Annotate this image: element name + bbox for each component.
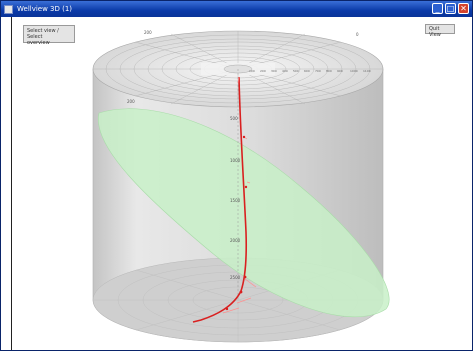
3d-viewport[interactable]: 200 0 200 500 1000 1500 2000 2500 100 20… [1, 17, 472, 350]
well-markers [225, 135, 248, 311]
svg-text:600: 600 [304, 69, 310, 73]
depth-label-4: 2000 [230, 238, 241, 243]
cylinder-scene[interactable]: 200 0 200 500 1000 1500 2000 2500 100 20… [1, 17, 472, 350]
svg-text:1100: 1100 [363, 69, 371, 73]
svg-text:800: 800 [326, 69, 332, 73]
window-controls: _ □ ✕ [432, 3, 469, 14]
svg-text:200: 200 [260, 69, 266, 73]
select-view-button[interactable]: Select view / Select overview [23, 25, 75, 46]
quit-view-button[interactable]: Quit View [425, 24, 455, 38]
side-label: 200 [127, 99, 135, 104]
svg-text:700: 700 [315, 69, 321, 73]
svg-text:1000: 1000 [350, 69, 358, 73]
viewport-left-border [11, 17, 12, 350]
target-plane [98, 108, 390, 318]
maximize-icon[interactable]: □ [445, 3, 456, 14]
depth-label-5: 2500 [230, 275, 241, 280]
svg-text:500: 500 [293, 69, 299, 73]
depth-label-1: 500 [230, 116, 238, 121]
well-trajectory [192, 76, 248, 323]
top-label-right: 0 [356, 32, 359, 37]
top-label-left: 200 [144, 30, 152, 35]
radial-labels: 100 200 300 400 500 600 700 800 900 1000… [249, 69, 371, 73]
depth-label-2: 1000 [230, 158, 241, 163]
select-view-sublabel: overview [27, 40, 50, 46]
svg-text:300: 300 [271, 69, 277, 73]
select-view-label: Select view / Select [27, 28, 59, 40]
close-icon[interactable]: ✕ [458, 3, 469, 14]
minimize-icon[interactable]: _ [432, 3, 443, 14]
title-bar[interactable]: Wellview 3D (1) _ □ ✕ [1, 1, 472, 17]
depth-label-3: 1500 [230, 198, 241, 203]
svg-text:900: 900 [337, 69, 343, 73]
svg-text:400: 400 [282, 69, 288, 73]
window-title: Wellview 3D (1) [17, 5, 73, 13]
app-window-icon [4, 4, 13, 14]
svg-text:100: 100 [249, 69, 255, 73]
